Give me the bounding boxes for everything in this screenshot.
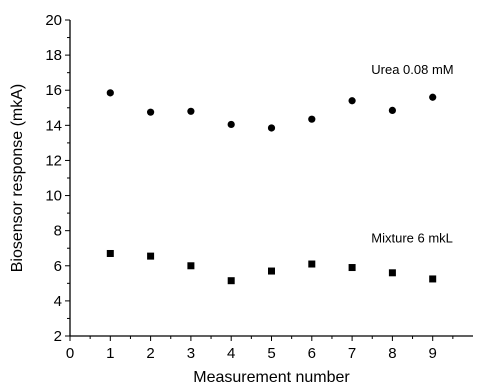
text-labels: Measurement number Biosensor response (m… — [9, 62, 454, 386]
y-tick-label: 12 — [45, 152, 62, 169]
data-point-circle — [388, 106, 396, 115]
y-tick-label: 16 — [45, 82, 62, 99]
x-tick-label: 6 — [308, 345, 316, 362]
y-tick-label: 8 — [54, 223, 62, 240]
data-point-square — [429, 275, 437, 283]
series-label-mixture: Mixture 6 mkL — [371, 231, 453, 246]
x-axis-title: Measurement number — [193, 369, 350, 386]
data-point-circle — [106, 89, 114, 97]
x-tick-label: 7 — [348, 345, 356, 362]
data-point-square — [227, 277, 235, 285]
x-tick-label: 4 — [227, 345, 235, 362]
x-tick-label: 5 — [267, 345, 275, 362]
y-tick-label: 10 — [45, 188, 62, 205]
data-point-circle — [147, 108, 155, 116]
data-point-square — [147, 252, 155, 260]
x-tick-label: 8 — [388, 345, 396, 362]
data-point-square — [106, 249, 114, 257]
x-tick-label: 1 — [106, 345, 114, 362]
data-point-circle — [267, 124, 276, 132]
data-marks — [106, 89, 437, 285]
data-point-circle — [187, 107, 195, 115]
x-tick-label: 3 — [187, 345, 195, 362]
data-point-square — [348, 264, 356, 272]
data-point-circle — [429, 93, 437, 101]
data-point-circle — [227, 120, 235, 129]
data-point-square — [187, 262, 195, 270]
series-label-urea: Urea 0.08 mM — [371, 62, 453, 77]
x-tick-label: 9 — [429, 345, 437, 362]
data-point-square — [388, 269, 396, 277]
data-point-circle — [308, 115, 316, 123]
y-tick-label: 14 — [45, 117, 62, 134]
data-point-square — [308, 260, 316, 268]
data-point-square — [268, 267, 275, 275]
x-tick-label: 0 — [66, 345, 74, 362]
y-tick-label: 18 — [45, 47, 62, 64]
data-point-circle — [348, 97, 356, 105]
y-tick-label: 6 — [54, 258, 62, 275]
y-tick-label: 4 — [54, 293, 62, 310]
y-axis-title: Biosensor response (mkA) — [9, 84, 26, 273]
y-tick-label: 20 — [45, 12, 62, 29]
x-tick-label: 2 — [146, 345, 154, 362]
y-tick-label: 2 — [54, 328, 62, 345]
